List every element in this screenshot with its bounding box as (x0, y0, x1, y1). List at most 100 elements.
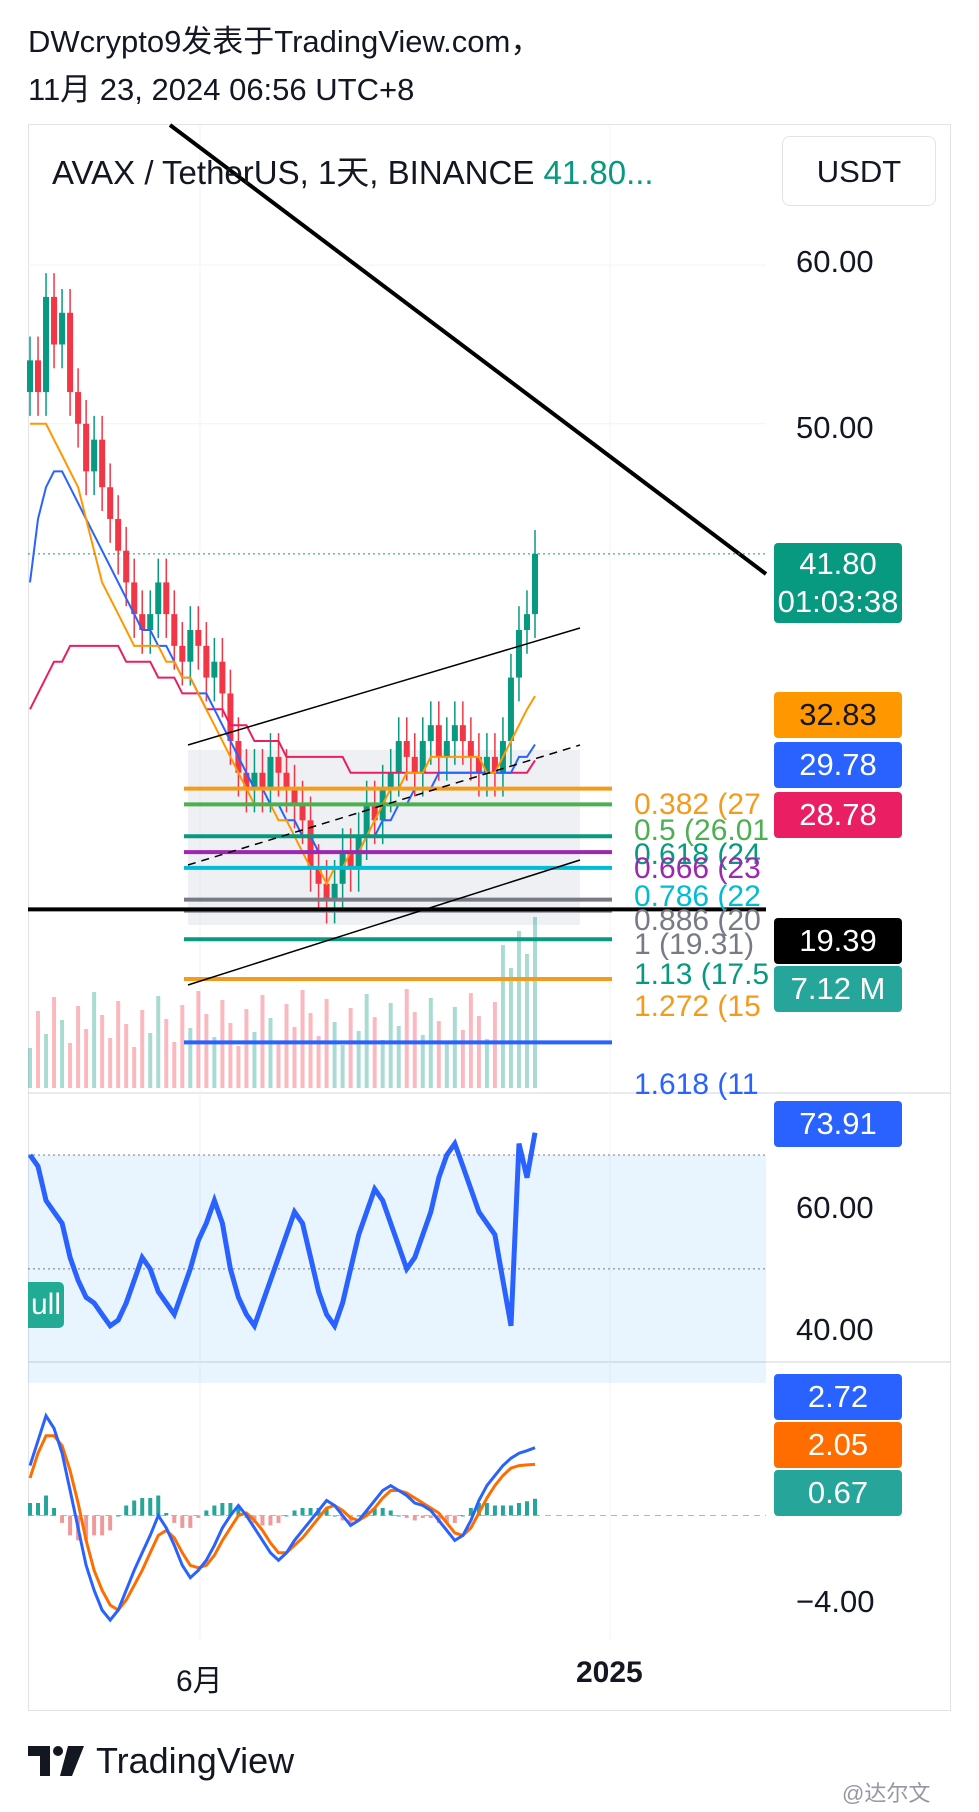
macd-hist-bar (533, 1498, 537, 1516)
candle-body (347, 852, 354, 868)
currency-button[interactable]: USDT (782, 136, 936, 206)
candle-body (315, 867, 322, 884)
volume-bar (316, 1036, 321, 1088)
macd-hist-bar (140, 1498, 145, 1516)
macd-hist-bar (428, 1515, 433, 1518)
brand-name: TradingView (96, 1740, 295, 1781)
ma-blue-line (29, 470, 536, 854)
candle-body (475, 756, 482, 773)
fib-label: 1.272 (15 (634, 990, 761, 1023)
volume-bar (404, 989, 409, 1088)
rsi-axis-label: 60.00 (796, 1190, 874, 1225)
macd-hist-bar (188, 1515, 193, 1528)
candle-body (83, 423, 90, 472)
macd-hist-bar (236, 1505, 241, 1516)
volume-bar (228, 1023, 233, 1088)
volume-bar (284, 1004, 289, 1088)
ma-orange-line (30, 422, 536, 887)
candle-body (227, 693, 234, 742)
tradingview-brand[interactable]: TradingView (28, 1740, 294, 1782)
volume-bar (156, 996, 161, 1088)
macd-hist-bar (380, 1507, 385, 1516)
publish-header: DWcrypto9发表于TradingView.com， 11月 23, 202… (28, 18, 541, 114)
candle-body (211, 661, 218, 678)
ma-pink-tag: 28.78 (774, 792, 902, 838)
candle-body (403, 741, 410, 757)
macd-hist-bar (372, 1507, 377, 1516)
candle-body (467, 741, 474, 757)
channel-lower-line (187, 859, 581, 986)
macd-hist-bar (484, 1503, 489, 1516)
volume-bar (60, 1020, 65, 1088)
macd-hist-tag: 0.67 (774, 1470, 902, 1516)
volume-bar (132, 1047, 137, 1088)
volume-bar (124, 1024, 129, 1088)
macd-hist-bar (308, 1507, 313, 1516)
publish-date: 11月 23, 2024 06:56 UTC+8 (28, 72, 415, 107)
fib-label: 0.382 (27 (634, 788, 761, 821)
macd-hist-bar (180, 1515, 185, 1528)
macd-hist-bar (508, 1505, 513, 1516)
rsi-line (27, 1132, 538, 1332)
candle-body (179, 645, 186, 662)
price-axis-label: 50.00 (796, 410, 874, 445)
volume-bar (372, 1017, 377, 1088)
volume-bar (100, 1015, 105, 1088)
candle-body (435, 725, 442, 757)
hline-price-tag: 19.39 (774, 918, 902, 964)
candle-body (139, 614, 146, 630)
fib-label: 1 (19.31) (634, 928, 755, 961)
last-price-value: 41.80 (799, 546, 877, 581)
candle-body (443, 741, 450, 757)
macd-hist-bar (84, 1515, 89, 1541)
volume-bar (308, 1013, 313, 1088)
macd-hist-bar (196, 1515, 201, 1518)
volume-bar (140, 1010, 145, 1088)
macd-hist-bar (468, 1507, 473, 1516)
volume-bar (36, 1011, 41, 1088)
volume-bar (412, 1012, 417, 1088)
tradingview-logo-icon (28, 1746, 84, 1776)
volume-bar (276, 1041, 281, 1088)
macd-hist-bar (332, 1515, 337, 1517)
volume-bar (484, 1039, 489, 1088)
volume-bar (76, 1006, 81, 1088)
candle-body (35, 360, 42, 393)
candle-body (43, 296, 50, 393)
volume-bar (524, 954, 529, 1088)
volume-bar (28, 1048, 32, 1088)
candle-body (155, 582, 162, 615)
macd-hist-bar (164, 1512, 169, 1516)
candle-body (243, 772, 250, 789)
macd-hist-bar (276, 1515, 281, 1523)
fib-label: 0.618 (24 (634, 838, 761, 871)
symbol-name: AVAX / TetherUS, 1天, BINANCE (52, 154, 535, 191)
volume-bar (268, 1018, 273, 1088)
macd-hist-bar (204, 1510, 209, 1516)
volume-bar (388, 1003, 393, 1088)
candle-body (115, 518, 122, 551)
macd-hist-bar (156, 1495, 161, 1516)
rsi-axis-label: 40.00 (796, 1312, 874, 1347)
ma-orange-tag: 32.83 (774, 692, 902, 738)
candle-body (459, 725, 466, 742)
candle-body (187, 630, 194, 662)
macd-hist-bar (228, 1503, 233, 1516)
candle-body (291, 788, 298, 805)
macd-hist-bar (292, 1510, 297, 1516)
macd-hist-bar (460, 1515, 465, 1517)
candle-body (267, 756, 274, 789)
macd-hist-bar (524, 1501, 529, 1516)
volume-bar (436, 1021, 441, 1088)
fib-label: 1.618 (11 (634, 1068, 759, 1101)
price-axis-label: 60.00 (796, 244, 874, 279)
bar-countdown: 01:03:38 (777, 584, 899, 619)
symbol-legend[interactable]: AVAX / TetherUS, 1天, BINANCE 41.80... (52, 146, 654, 194)
macd-hist-bar (356, 1515, 361, 1517)
macd-hist-bar (132, 1500, 137, 1516)
candle-body (387, 772, 394, 789)
candle-body (171, 614, 178, 646)
candle-body (331, 883, 338, 900)
volume-bar (84, 1029, 89, 1088)
